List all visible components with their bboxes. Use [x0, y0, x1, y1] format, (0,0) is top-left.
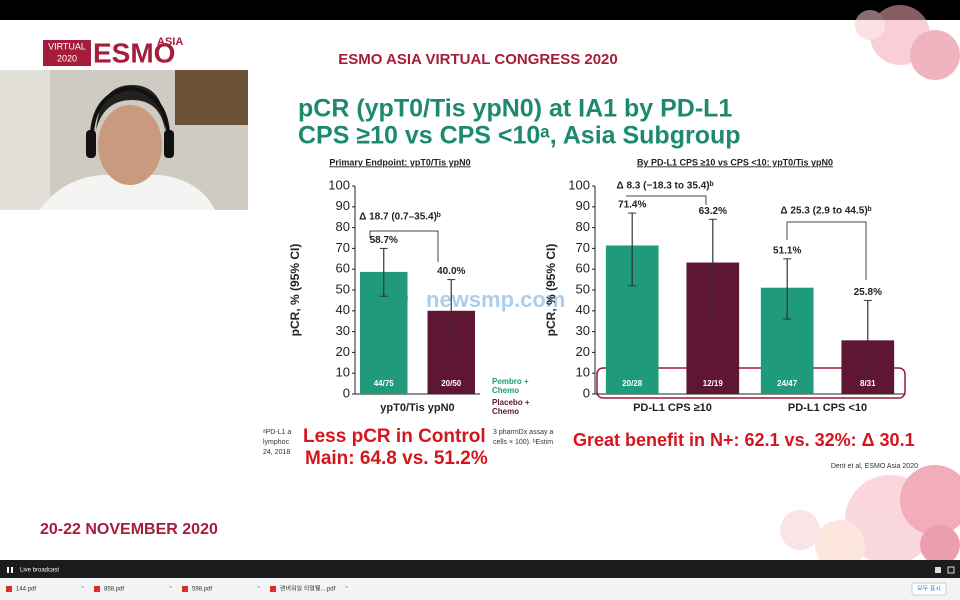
annotation: Δ 18.7 (0.7–35.4)ᵇ [359, 212, 441, 223]
value-label: 25.8% [854, 287, 882, 298]
x-tick-label: PD-L1 CPS ≥10 [633, 402, 712, 414]
slide-title: pCR (ypT0/Tis ypN0) at IA1 by PD-L1 [298, 95, 732, 123]
download-menu[interactable]: ⌃ [80, 586, 85, 593]
n-label: 20/50 [441, 379, 462, 388]
chart-subtitle: By PD-L1 CPS ≥10 vs CPS <10: ypT0/Tis yp… [637, 157, 833, 167]
download-icon[interactable] [6, 586, 12, 592]
webcam-feed [0, 70, 248, 210]
logo-box [43, 40, 91, 66]
n-label: 24/47 [777, 379, 798, 388]
legend-entry: Placebo + Chemo [492, 398, 530, 416]
y-tick-label: 0 [343, 385, 350, 400]
overlay-note: Main: 64.8 vs. 51.2% [305, 448, 488, 469]
annotation-bracket [786, 221, 867, 280]
congress-name: ESMO ASIA VIRTUAL CONGRESS 2020 [338, 51, 618, 68]
n-label: 8/31 [860, 379, 876, 388]
value-label: 40.0% [437, 266, 465, 277]
overlay-note: Less pCR in Control [303, 426, 486, 447]
annotation: Δ 8.3 (−18.3 to 35.4)ᵇ [617, 181, 714, 192]
y-tick-label: 50 [336, 281, 350, 296]
download-item[interactable]: 랜버워일 의멀웰....pdf [280, 585, 336, 593]
logo-virtual: VIRTUAL [48, 41, 86, 51]
value-label: 58.7% [370, 235, 398, 246]
y-tick-label: 90 [576, 198, 590, 213]
watermark: newsmp.com [426, 287, 565, 312]
logo-asia: ASIA [157, 36, 183, 48]
show-all[interactable]: 모두 표시 [917, 586, 941, 593]
fullscreen-button[interactable] [947, 566, 955, 574]
y-axis-label: pCR, % (95% CI) [544, 244, 558, 337]
pause-button[interactable] [7, 567, 9, 573]
download-menu[interactable]: ⌃ [168, 586, 173, 593]
y-tick-label: 40 [336, 302, 350, 317]
y-tick-label: 40 [576, 302, 590, 317]
download-bar [0, 578, 960, 600]
player-bar [0, 560, 960, 578]
player-status: Live broadcast [20, 568, 59, 574]
annotation-bracket [626, 195, 707, 205]
download-item[interactable]: 144.pdf [16, 587, 36, 593]
chart-subtitle: Primary Endpoint: ypT0/Tis ypN0 [329, 157, 470, 167]
y-tick-label: 80 [576, 219, 590, 234]
value-label: 71.4% [618, 200, 646, 211]
annotation-bracket [369, 230, 439, 262]
x-tick-label: ypT0/Tis ypN0 [380, 402, 454, 414]
y-tick-label: 100 [328, 177, 350, 192]
volume-button[interactable] [935, 567, 941, 573]
y-tick-label: 60 [336, 261, 350, 276]
download-item[interactable]: 598.pdf [192, 587, 212, 593]
flower-decoration [780, 5, 960, 570]
pause-button [11, 567, 13, 573]
footnote: 24, 2018 [263, 449, 290, 456]
y-tick-label: 20 [576, 344, 590, 359]
y-tick-label: 90 [336, 198, 350, 213]
footnote: 3 pharmDx assay a [493, 429, 553, 436]
download-item[interactable]: 858.pdf [104, 587, 124, 593]
footnote: lymphoc [263, 439, 290, 446]
annotation: Δ 25.3 (2.9 to 44.5)ᵇ [780, 206, 871, 217]
y-tick-label: 10 [576, 365, 590, 380]
y-tick-label: 60 [576, 261, 590, 276]
y-tick-label: 100 [568, 177, 590, 192]
download-menu[interactable]: ⌃ [344, 586, 349, 593]
y-tick-label: 20 [336, 344, 350, 359]
y-tick-label: 70 [576, 240, 590, 255]
footnote: cells × 100). ᵇEstim [493, 439, 553, 446]
slide-title: CPS ≥10 vs CPS <10ᵃ, Asia Subgroup [298, 122, 741, 150]
show-all-button[interactable] [911, 582, 947, 596]
y-tick-label: 30 [336, 323, 350, 338]
n-label: 44/75 [374, 379, 395, 388]
overlay-note: Great benefit in N+: 62.1 vs. 32%: Δ 30.… [573, 430, 915, 450]
logo-year: 2020 [57, 53, 77, 63]
download-menu[interactable]: ⌃ [256, 586, 261, 593]
y-axis-label: pCR, % (95% CI) [288, 244, 302, 337]
y-tick-label: 0 [583, 385, 590, 400]
n-label: 20/28 [622, 379, 643, 388]
value-label: 51.1% [773, 245, 801, 256]
y-tick-label: 30 [576, 323, 590, 338]
download-icon[interactable] [182, 586, 188, 592]
download-icon[interactable] [94, 586, 100, 592]
logo-esmo: ESMO [93, 37, 175, 68]
footnote: ᵃPD-L1 a [263, 429, 291, 436]
x-tick-label: PD-L1 CPS <10 [788, 402, 867, 414]
n-label: 12/19 [703, 379, 724, 388]
dates: 20-22 NOVEMBER 2020 [40, 521, 218, 538]
y-tick-label: 70 [336, 240, 350, 255]
value-label: 63.2% [699, 206, 727, 217]
y-tick-label: 10 [336, 365, 350, 380]
citation: Dent et al, ESMO Asia 2020 [831, 463, 918, 470]
legend-entry: Pembro + Chemo [492, 377, 529, 395]
download-icon[interactable] [270, 586, 276, 592]
highlight-box [596, 367, 906, 399]
y-tick-label: 50 [576, 281, 590, 296]
y-tick-label: 80 [336, 219, 350, 234]
